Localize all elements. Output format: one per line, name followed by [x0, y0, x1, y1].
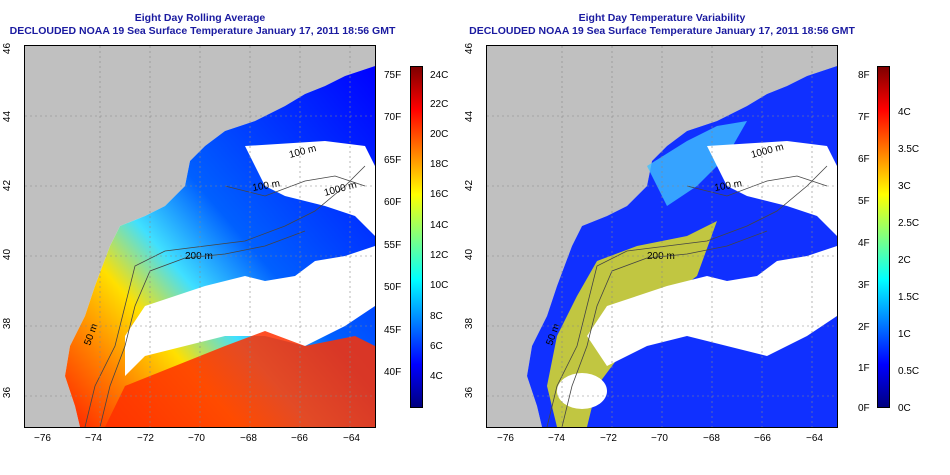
lon-tick: −68: [240, 433, 257, 444]
lon-tick: −68: [703, 433, 720, 444]
nodata-region: [125, 141, 375, 376]
colorbar-label: 65F: [384, 155, 402, 166]
colorbar-label: 12C: [430, 250, 449, 261]
left-map-panel: 100 m 1000 m 100 m 200 m 50 m: [24, 45, 376, 428]
svg-text:200 m: 200 m: [647, 251, 675, 262]
colorbar-label: 6F: [858, 154, 870, 165]
lon-tick: −72: [600, 433, 617, 444]
lon-tick: −70: [651, 433, 668, 444]
right-title-line1: Eight Day Temperature Variability: [578, 12, 746, 24]
lon-tick: −70: [188, 433, 205, 444]
lon-tick: −74: [548, 433, 565, 444]
colorbar-label: 40F: [384, 367, 402, 378]
colorbar-label: 6C: [430, 341, 443, 352]
colorbar-label: 4C: [430, 371, 443, 382]
colorbar-label: 0F: [858, 403, 870, 414]
colorbar-label: 8F: [858, 70, 870, 81]
left-sst-map: 100 m 1000 m 100 m 200 m 50 m: [25, 46, 375, 427]
lat-tick: 36: [464, 386, 476, 399]
lat-tick: 44: [464, 110, 476, 123]
gulf-stream-warm: [105, 331, 375, 427]
colorbar-label: 60F: [384, 197, 402, 208]
right-title-line2: DECLOUDED NOAA 19 Sea Surface Temperatur…: [469, 25, 855, 37]
colorbar-label: 45F: [384, 325, 402, 336]
colorbar-label: 55F: [384, 240, 402, 251]
colorbar-label: 70F: [384, 112, 402, 123]
colorbar-label: 24C: [430, 70, 449, 81]
nodata-region: [587, 141, 837, 366]
colorbar-label: 4F: [858, 238, 870, 249]
colorbar-label: 2.5C: [898, 218, 920, 229]
lon-tick: −66: [291, 433, 308, 444]
colorbar-label: 22C: [430, 99, 449, 110]
colorbar-label: 18C: [430, 159, 449, 170]
colorbar-label: 4C: [898, 107, 911, 118]
lat-tick: 38: [464, 317, 476, 330]
colorbar-label: 0C: [898, 403, 911, 414]
lon-tick: −64: [806, 433, 823, 444]
lon-tick: −76: [497, 433, 514, 444]
colorbar-label: 3.5C: [898, 144, 920, 155]
colorbar-label: 1C: [898, 329, 911, 340]
lat-tick: 44: [2, 110, 14, 123]
left-title-line2: DECLOUDED NOAA 19 Sea Surface Temperatur…: [9, 25, 396, 37]
colorbar-label: 2C: [898, 255, 911, 266]
colorbar-label: 10C: [430, 280, 449, 291]
left-colorbar: [410, 66, 423, 408]
colorbar-label: 14C: [430, 220, 449, 231]
right-map-panel: 1000 m 100 m 200 m 50 m: [486, 45, 838, 428]
lat-tick: 46: [464, 42, 476, 55]
colorbar-label: 50F: [384, 282, 402, 293]
lat-tick: 42: [2, 179, 14, 192]
left-title-line1: Eight Day Rolling Average: [134, 12, 266, 24]
lat-tick: 40: [2, 248, 14, 261]
colorbar-label: 7F: [858, 112, 870, 123]
lon-tick: −72: [137, 433, 154, 444]
colorbar-label: 3F: [858, 280, 870, 291]
lon-tick: −66: [754, 433, 771, 444]
colorbar-label: 5F: [858, 196, 870, 207]
colorbar-label: 8C: [430, 311, 443, 322]
colorbar-label: 75F: [384, 70, 402, 81]
right-variability-map: 1000 m 100 m 200 m 50 m: [487, 46, 837, 427]
lon-tick: −64: [343, 433, 360, 444]
lat-lon-grid: [25, 46, 375, 427]
colorbar-label: 0.5C: [898, 366, 920, 377]
colorbar-label: 20C: [430, 129, 449, 140]
colorbar-label: 16C: [430, 189, 449, 200]
colorbar-label: 3C: [898, 181, 911, 192]
lon-tick: −76: [34, 433, 51, 444]
lat-tick: 36: [2, 386, 14, 399]
svg-text:200 m: 200 m: [185, 251, 213, 262]
lat-tick: 42: [464, 179, 476, 192]
lon-tick: −74: [85, 433, 102, 444]
land-mass: [25, 46, 375, 427]
right-colorbar: [877, 66, 890, 408]
lat-tick: 46: [2, 42, 14, 55]
colorbar-label: 1F: [858, 363, 870, 374]
colorbar-label: 1.5C: [898, 292, 920, 303]
lat-tick: 40: [464, 248, 476, 261]
colorbar-label: 2F: [858, 322, 870, 333]
lat-tick: 38: [2, 317, 14, 330]
